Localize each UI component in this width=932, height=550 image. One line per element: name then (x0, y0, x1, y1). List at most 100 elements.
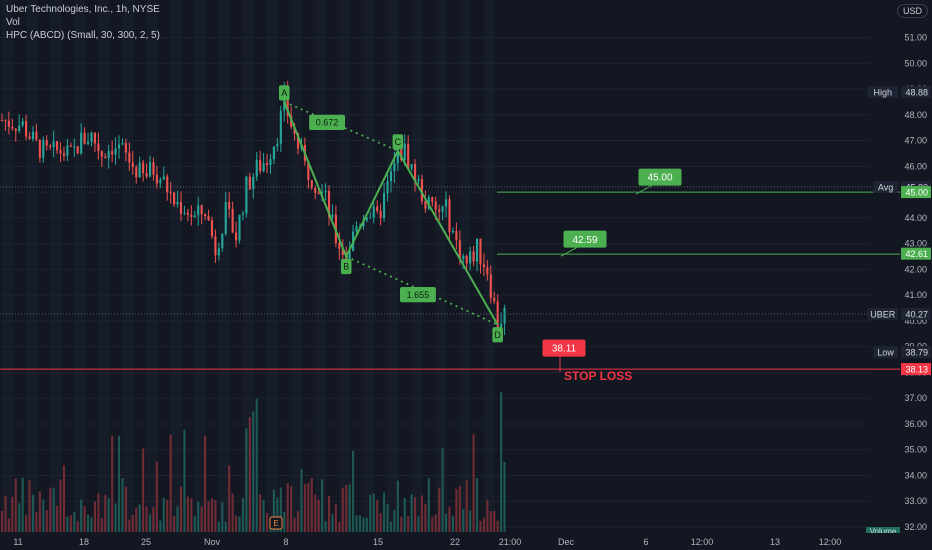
volume-bar (475, 478, 479, 532)
volume-bar (169, 434, 172, 532)
candle-body (228, 202, 231, 209)
volume-bar (117, 435, 121, 532)
chart-title: Uber Technologies, Inc., 1h, NYSE (6, 4, 160, 15)
volume-bar (303, 484, 306, 532)
volume-bar (235, 515, 238, 532)
candle-body (420, 179, 424, 202)
volume-bar (352, 450, 355, 532)
session-band (26, 0, 38, 532)
volume-bar (159, 520, 162, 532)
point-b-label: B (343, 262, 349, 272)
price-axis[interactable]: 32.0033.0034.0035.0036.0037.0038.0039.00… (866, 0, 932, 550)
currency-button[interactable]: USD (896, 4, 928, 18)
session-band (435, 0, 447, 532)
session-band (315, 0, 327, 532)
candles (0, 80, 506, 336)
x-tick-label: 8 (283, 537, 288, 547)
candle-body (327, 190, 331, 217)
volume-bar (200, 506, 203, 532)
candle-body (159, 179, 162, 184)
candle-body (25, 121, 28, 137)
candle-body (269, 159, 272, 165)
volume-bar (69, 515, 72, 532)
candle-body (176, 202, 179, 205)
session-band (483, 0, 495, 532)
volume-bar (331, 514, 334, 532)
candle-body (80, 132, 83, 154)
session-band (242, 0, 254, 532)
candle-body (310, 179, 313, 189)
ratio-ac-label-box (309, 114, 346, 131)
volume-bar (376, 500, 379, 532)
volume-bar (217, 521, 220, 532)
candle-body (204, 214, 207, 217)
candle-body (458, 240, 461, 259)
price-tag-value: 38.79 (905, 348, 928, 358)
volume-bar (86, 514, 90, 532)
volume-bar (427, 478, 430, 532)
volume-bar (255, 398, 258, 532)
candle-body (469, 251, 472, 264)
volume-bar (38, 491, 41, 532)
volume-bar (35, 511, 38, 532)
volume-bar (489, 511, 492, 532)
price-tag-box (901, 346, 931, 359)
time-axis[interactable]: 11 18 25 Nov 8 15 22 21:00 Dec 6 12:00 13 12:00 E (0, 516, 932, 550)
candle-body (183, 212, 186, 214)
y-tick-label: 44.00 (904, 213, 927, 223)
volume-bar (465, 480, 468, 532)
x-tick-label: Nov (204, 537, 221, 547)
candle-body (173, 192, 176, 205)
candle-body (472, 251, 475, 262)
volume-bar (121, 478, 124, 532)
candle-body (4, 120, 7, 122)
candle-body (451, 230, 454, 233)
candle-body (66, 145, 69, 156)
volume-bar (486, 500, 489, 532)
candle-body (238, 214, 241, 241)
volume-bar (296, 511, 300, 532)
y-tick-label: 33.00 (904, 496, 927, 506)
candle-body (283, 91, 286, 111)
session-band (218, 0, 230, 532)
candle-body (83, 132, 86, 144)
volume-bar (358, 515, 362, 532)
volume-bar (162, 497, 165, 532)
volume-bar (503, 462, 506, 532)
x-tick-label: 12:00 (819, 537, 842, 547)
candle-body (235, 232, 238, 241)
volume-bar (252, 411, 255, 532)
grid-lines (0, 37, 870, 528)
candle-body (489, 274, 492, 298)
candle-body (0, 119, 4, 121)
volume-bar (455, 488, 458, 532)
volume-bar (221, 502, 224, 532)
candle-body (410, 164, 413, 169)
volume-bar (248, 417, 251, 532)
volume-bar (124, 486, 127, 532)
price-tag-name: UBER (870, 309, 896, 319)
volume-bar (0, 511, 4, 532)
candle-body (186, 212, 189, 215)
session-band (459, 0, 471, 532)
candle-body (49, 145, 52, 148)
session-band (74, 0, 86, 532)
volume-bar (424, 503, 427, 532)
candle-body (413, 164, 417, 182)
volume-bar (403, 497, 406, 532)
candle-body (52, 141, 55, 148)
y-tick-label: 42.00 (904, 264, 927, 274)
point-a-label-box (278, 85, 290, 101)
y-tick-label: 34.00 (904, 470, 927, 480)
target-label: 42.59 (572, 235, 597, 246)
candle-body (190, 214, 193, 217)
volume-bar (300, 469, 303, 532)
y-tick-label: 37.00 (904, 393, 927, 403)
volume-bar (383, 492, 386, 532)
candle-body (276, 143, 279, 147)
candle-body (444, 199, 448, 207)
volume-bar (434, 514, 437, 532)
candle-body (493, 297, 496, 302)
volume-bar (276, 497, 279, 532)
